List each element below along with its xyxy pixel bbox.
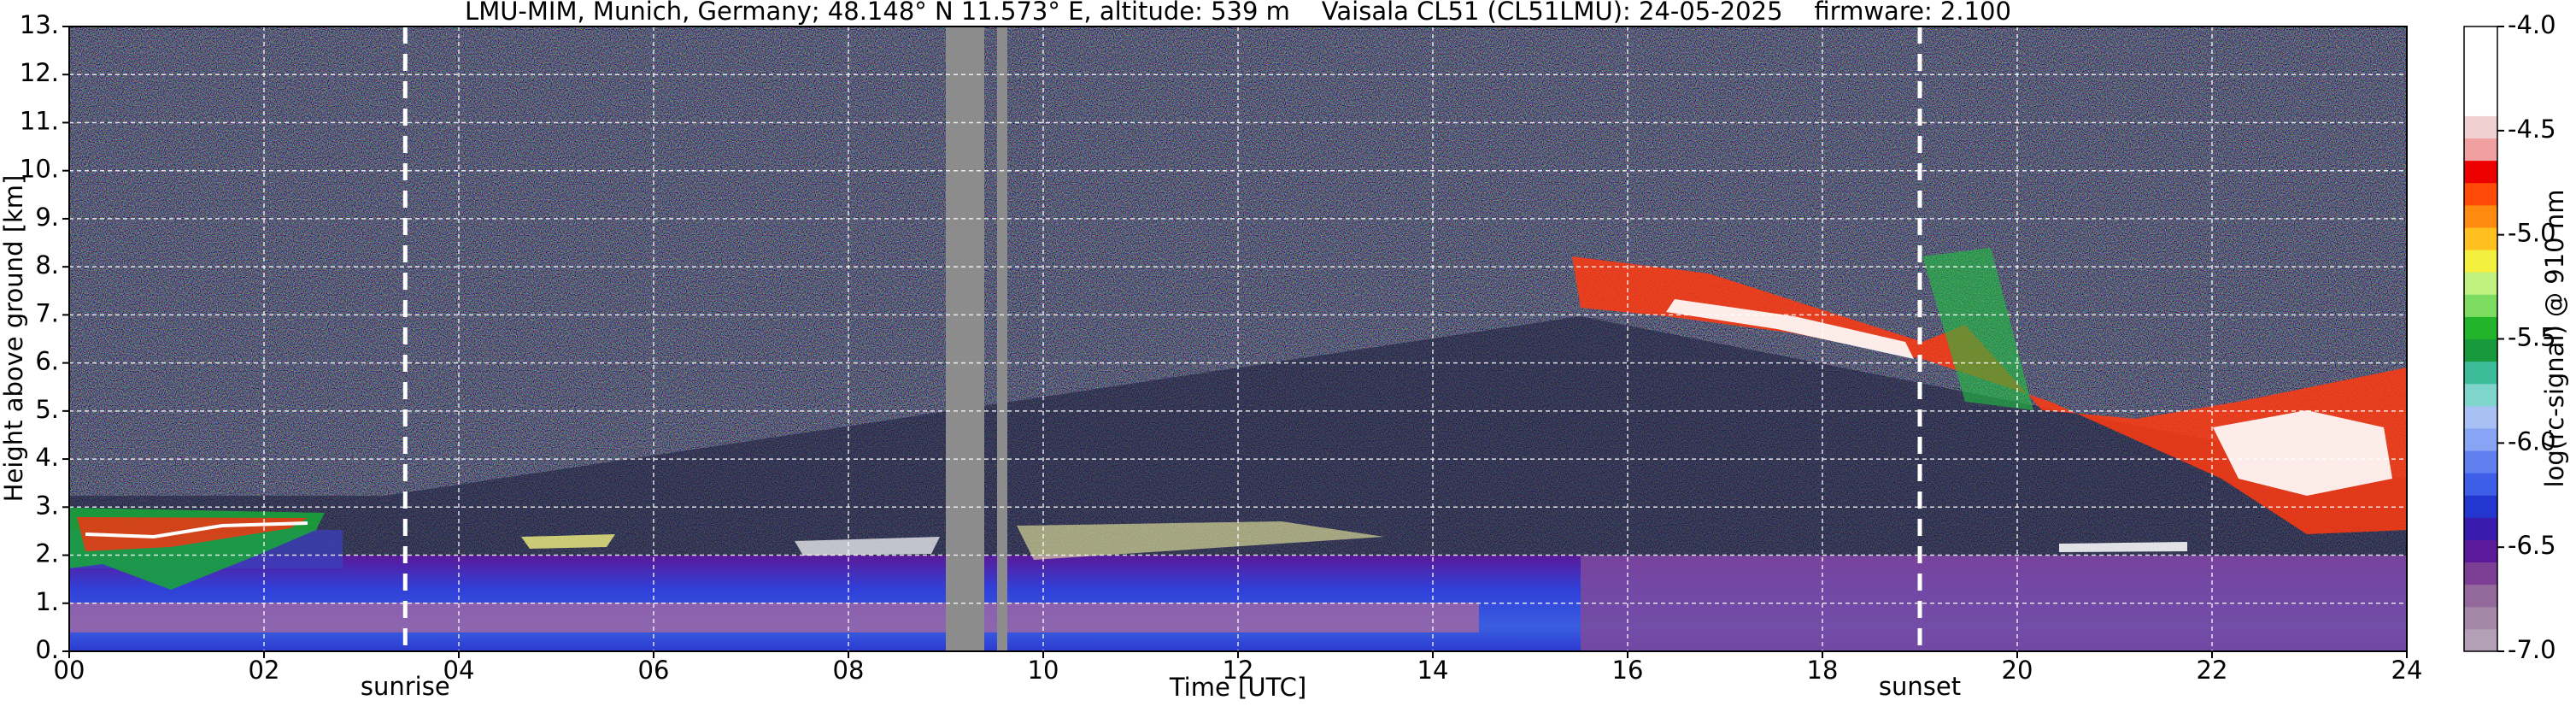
x-tick-label: 00 — [54, 656, 85, 685]
colorbar-swatch — [2464, 473, 2497, 496]
x-tick-label: 04 — [443, 656, 475, 685]
y-tick-label: 1. — [35, 587, 59, 616]
colorbar-tick-label: -5.0 — [2508, 219, 2556, 248]
colorbar-swatch — [2464, 361, 2497, 385]
annotation-label: sunset — [1879, 672, 1961, 701]
colorbar-swatch — [2464, 316, 2497, 339]
colorbar-tick-label: -4.5 — [2508, 115, 2556, 144]
x-tick-label: 10 — [1028, 656, 1059, 685]
colorbar-swatch — [2464, 539, 2497, 563]
y-tick-label: 11. — [20, 106, 59, 135]
y-tick-label: 13. — [20, 10, 59, 39]
x-tick-label: 16 — [1612, 656, 1644, 685]
cloud-patch — [1017, 521, 1384, 560]
x-tick-label: 06 — [638, 656, 670, 685]
colorbar-swatch — [2464, 115, 2497, 139]
x-tick-label: 14 — [1417, 656, 1449, 685]
x-tick-label: 08 — [833, 656, 865, 685]
cirrus-cloud — [2213, 410, 2392, 496]
cloud-patch — [795, 537, 940, 556]
y-tick-label: 10. — [20, 155, 59, 184]
x-tick-label: 12 — [1223, 656, 1254, 685]
colorbar-tick-label: -6.5 — [2508, 531, 2556, 560]
colorbar-swatch — [2464, 204, 2497, 228]
colorbar-swatch — [2464, 628, 2497, 652]
colorbar-swatch — [2464, 71, 2497, 94]
colorbar-swatch — [2464, 405, 2497, 429]
y-tick-label: 2. — [35, 539, 59, 568]
chart-title: LMU-MIM, Munich, Germany; 48.148° N 11.5… — [465, 0, 2011, 26]
y-tick-label: 9. — [35, 203, 59, 232]
colorbar-swatch — [2464, 250, 2497, 273]
data-gap — [946, 26, 984, 651]
cloud-patch — [2059, 542, 2187, 552]
x-axis-label: Time [UTC] — [1169, 673, 1306, 702]
colorbar-swatch — [2464, 227, 2497, 250]
colorbar-swatch — [2464, 138, 2497, 162]
colorbar-swatch — [2464, 160, 2497, 184]
y-tick-label: 12. — [20, 58, 59, 87]
annotation-label: sunrise — [361, 672, 450, 701]
y-axis-label: Height above ground [km] — [0, 175, 28, 503]
y-tick-label: 0. — [35, 635, 59, 664]
y-tick-label: 3. — [35, 491, 59, 520]
x-tick-label: 22 — [2197, 656, 2228, 685]
colorbar-swatch — [2464, 49, 2497, 72]
y-tick-label: 4. — [35, 443, 59, 472]
aerosol-top — [85, 521, 308, 539]
colorbar-tick-label: -4.0 — [2508, 10, 2556, 39]
colorbar-swatch — [2464, 338, 2497, 362]
x-tick-label: 20 — [2002, 656, 2033, 685]
y-tick-label: 6. — [35, 347, 59, 376]
colorbar-swatch — [2464, 294, 2497, 317]
colorbar-swatch — [2464, 606, 2497, 630]
x-tick-label: 18 — [1807, 656, 1839, 685]
cirrus-cloud — [1666, 299, 1914, 359]
colorbar-swatch — [2464, 93, 2497, 116]
colorbar-swatch — [2464, 383, 2497, 407]
colorbar-swatch — [2464, 495, 2497, 518]
surface-layer — [69, 603, 1479, 632]
colorbar-tick-label: -6.0 — [2508, 427, 2556, 456]
data-gap — [997, 26, 1007, 651]
colorbar-swatch — [2464, 584, 2497, 608]
colorbar-tick-label: -7.0 — [2508, 635, 2556, 664]
colorbar-label: log(rc-signal) @ 910 nm — [2540, 190, 2569, 488]
colorbar-swatch — [2464, 450, 2497, 474]
cirrus-cloud — [1922, 248, 2033, 410]
colorbar-swatch — [2464, 272, 2497, 295]
x-tick-label: 24 — [2391, 656, 2423, 685]
colorbar-swatch — [2464, 517, 2497, 540]
plot-frame — [68, 26, 2408, 652]
colorbar-swatch — [2464, 427, 2497, 451]
colorbar-tick-label: -5.5 — [2508, 323, 2556, 352]
cloud-patch — [521, 534, 615, 549]
y-tick-label: 7. — [35, 298, 59, 327]
colorbar-swatch — [2464, 26, 2497, 50]
colorbar-swatch — [2464, 562, 2497, 585]
y-tick-label: 8. — [35, 250, 59, 279]
x-tick-label: 02 — [249, 656, 280, 685]
colorbar-swatch — [2464, 182, 2497, 206]
y-tick-label: 5. — [35, 395, 59, 424]
